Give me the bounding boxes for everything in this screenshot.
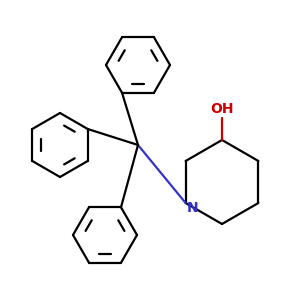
- Text: OH: OH: [210, 102, 234, 116]
- Text: N: N: [187, 201, 198, 215]
